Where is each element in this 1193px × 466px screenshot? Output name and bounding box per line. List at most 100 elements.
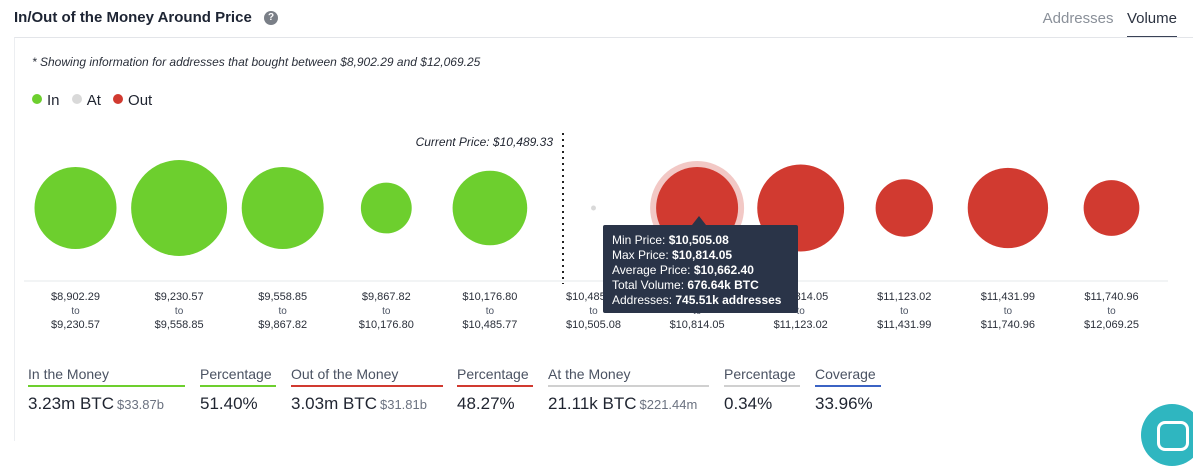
tooltip-key: Total Volume: (612, 278, 687, 292)
bucket-range-to: $9,867.82 (258, 319, 307, 331)
range-note: * Showing information for addresses that… (32, 55, 481, 69)
stat-in-the-money: In the Money 3.23m BTC $33.87b (28, 366, 185, 414)
tooltip-row: Average Price: $10,662.40 (612, 263, 754, 277)
stat-in-percentage: Percentage 51.40% (200, 366, 276, 414)
stat-label: Coverage (815, 366, 881, 387)
bucket-range-from: $9,230.57 (155, 291, 204, 303)
stat-value: 0.34% (724, 394, 773, 413)
bubble-out[interactable] (875, 179, 933, 237)
stat-value: 33.96% (815, 394, 873, 413)
bucket-range-connector: to (279, 306, 288, 317)
bucket-range-from: $8,902.29 (51, 291, 100, 303)
tooltip-value: $10,505.08 (669, 233, 729, 247)
bucket-range-to: $9,230.57 (51, 319, 100, 331)
tooltip-value: $10,662.40 (694, 263, 754, 277)
stat-sub-value: $31.81b (379, 397, 427, 412)
bucket-range-from: $9,558.85 (258, 291, 307, 303)
stat-label: Percentage (724, 366, 800, 387)
tooltip-key: Addresses: (612, 293, 675, 307)
bucket-range-from: $11,123.02 (877, 291, 931, 303)
stat-at-the-money: At the Money 21.11k BTC $221.44m (548, 366, 709, 414)
tooltip-row: Max Price: $10,814.05 (612, 248, 732, 262)
chart-panel (14, 37, 1193, 441)
stat-out-of-the-money: Out of the Money 3.03m BTC $31.81b (291, 366, 443, 414)
stat-value-wrap: 3.03m BTC $31.81b (291, 394, 443, 414)
stat-label: At the Money (548, 366, 709, 387)
legend-label-out: Out (128, 92, 153, 109)
stat-label: In the Money (28, 366, 185, 387)
bucket-range-to: $10,485.77 (462, 319, 517, 331)
tooltip-value: 745.51k addresses (675, 293, 781, 307)
legend-dot-out (113, 94, 124, 104)
bubble-in[interactable] (34, 167, 117, 249)
bucket-range-connector: to (486, 306, 495, 317)
stat-sub-value: $221.44m (639, 397, 698, 412)
bubble-out[interactable] (1083, 180, 1140, 236)
stat-value: 3.03m BTC (291, 394, 377, 413)
bubble-out[interactable] (967, 167, 1049, 249)
bucket-range-to: $10,814.05 (670, 319, 725, 331)
legend-item-in[interactable]: In (32, 92, 60, 109)
bucket-range-connector: to (382, 306, 391, 317)
stat-out-percentage: Percentage 48.27% (457, 366, 533, 414)
bucket-range-from: $10,176.80 (462, 291, 517, 303)
stat-value: 21.11k BTC (548, 394, 637, 413)
tooltip-key: Average Price: (612, 263, 694, 277)
bucket-range-to: $11,123.02 (774, 319, 828, 331)
tooltip-key: Min Price: (612, 233, 669, 247)
chat-bubble-inner (1157, 421, 1189, 451)
bucket-range-from: $9,867.82 (362, 291, 411, 303)
bubble-chart: Current Price: $10,489.33 $8,902.29 to $9,2… (24, 133, 1168, 331)
bucket-range-connector: to (797, 306, 806, 317)
bucket-range-connector: to (175, 306, 184, 317)
tooltip-box (603, 225, 798, 313)
bucket-range-to: $11,431.99 (877, 319, 931, 331)
question-circle-icon[interactable]: ? (264, 11, 278, 25)
current-price-label: Current Price: $10,489.33 (416, 135, 554, 149)
bucket-range-connector: to (589, 306, 598, 317)
tooltip-row: Min Price: $10,505.08 (612, 233, 729, 247)
bubble-at[interactable] (591, 205, 596, 211)
bubble-in[interactable] (131, 160, 228, 256)
bucket-range-to: $9,558.85 (155, 319, 204, 331)
page-title: In/Out of the Money Around Price (14, 9, 252, 26)
bucket-range-connector: to (71, 306, 80, 317)
bucket-range-to: $12,069.25 (1084, 319, 1139, 331)
stat-value: 48.27% (457, 394, 515, 413)
tooltip-row: Addresses: 745.51k addresses (612, 293, 782, 307)
legend: In At Out (32, 92, 160, 109)
bucket-range-to: $10,505.08 (566, 319, 621, 331)
tooltip-value: $10,814.05 (672, 248, 732, 262)
stat-label: Percentage (457, 366, 533, 387)
tooltip-value: 676.64k BTC (687, 278, 759, 292)
bucket-range-to: $10,176.80 (359, 319, 414, 331)
bubble-in[interactable] (241, 167, 324, 249)
bubble-in[interactable] (452, 170, 528, 246)
legend-dot-in (32, 94, 42, 104)
stat-value-wrap: 3.23m BTC $33.87b (28, 394, 185, 414)
stat-at-percentage: Percentage 0.34% (724, 366, 800, 414)
tooltip-row: Total Volume: 676.64k BTC (612, 278, 759, 292)
stat-label: Out of the Money (291, 366, 443, 387)
legend-label-at: At (86, 92, 101, 109)
stat-value: 51.40% (200, 394, 258, 413)
legend-item-at[interactable]: At (71, 92, 101, 109)
legend-item-out[interactable]: Out (113, 92, 152, 109)
bucket-range-connector: to (1107, 306, 1116, 317)
tooltip-key: Max Price: (612, 248, 672, 262)
stat-value: 3.23m BTC (28, 394, 114, 413)
tab-addresses[interactable]: Addresses (1042, 10, 1114, 27)
bucket-range-from: $11,740.96 (1084, 291, 1138, 303)
bucket-range-from: $11,431.99 (981, 291, 1035, 303)
stat-value-wrap: 21.11k BTC $221.44m (548, 394, 709, 414)
legend-label-in: In (47, 92, 60, 109)
stat-label: Percentage (200, 366, 276, 387)
stat-coverage: Coverage 33.96% (815, 366, 881, 414)
bucket-range-connector: to (900, 306, 909, 317)
bubble-in[interactable] (360, 182, 412, 234)
tooltip-arrow (692, 216, 706, 225)
bucket-range-connector: to (1004, 306, 1013, 317)
bucket-range-to: $11,740.96 (981, 319, 1035, 331)
chat-bubble-icon[interactable] (1141, 404, 1193, 466)
